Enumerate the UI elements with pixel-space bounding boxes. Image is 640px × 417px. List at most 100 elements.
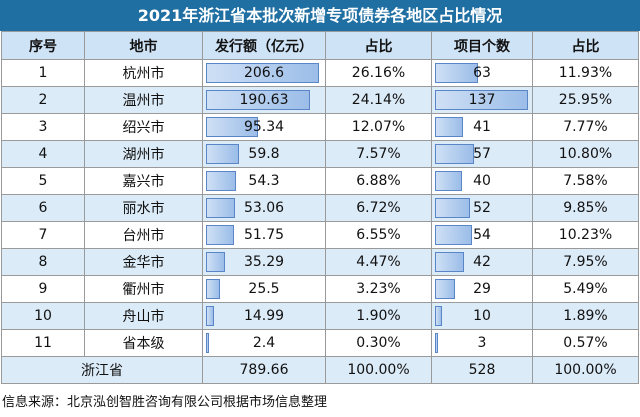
total-row: 浙江省 789.66 100.00% 528 100.00% xyxy=(1,356,639,384)
cell-projects-databar xyxy=(435,171,462,191)
cell-projects-databar xyxy=(435,90,528,110)
cell-project-share: 10.23% xyxy=(532,221,639,249)
cell-projects-value: 3 xyxy=(477,335,487,351)
header-amount: 发行额（亿元） xyxy=(202,31,326,60)
cell-amount-value: 14.99 xyxy=(243,308,285,324)
cell-amount-databar xyxy=(206,63,319,83)
cell-amount-share: 0.30% xyxy=(325,329,432,357)
table-row: 9 衢州市 25.5 3.23% 29 5.49% xyxy=(1,275,639,303)
cell-amount-databar xyxy=(206,333,209,353)
data-table: 序号 地市 发行额（亿元） 占比 项目个数 占比 1 杭州市 206.6 26.16%… xyxy=(1,31,639,384)
table-row: 5 嘉兴市 54.3 6.88% 40 7.58% xyxy=(1,167,639,195)
cell-project-share: 5.49% xyxy=(532,275,639,303)
cell-index: 2 xyxy=(1,86,85,114)
table-row: 3 绍兴市 95.34 12.07% 41 7.77% xyxy=(1,113,639,141)
cell-project-share: 1.89% xyxy=(532,302,639,330)
cell-project-share: 0.57% xyxy=(532,329,639,357)
cell-projects-value: 41 xyxy=(473,119,491,135)
cell-projects: 57 xyxy=(431,140,533,168)
cell-projects-databar xyxy=(435,225,472,245)
cell-amount: 190.63 xyxy=(202,86,326,114)
total-label: 浙江省 xyxy=(1,356,203,384)
cell-amount: 25.5 xyxy=(202,275,326,303)
cell-amount: 2.4 xyxy=(202,329,326,357)
cell-amount-value: 51.75 xyxy=(243,227,285,243)
cell-amount: 53.06 xyxy=(202,194,326,222)
table-row: 2 温州市 190.63 24.14% 137 25.95% xyxy=(1,86,639,114)
cell-projects-databar xyxy=(435,63,478,83)
cell-projects-databar xyxy=(435,144,474,164)
cell-amount-share: 6.72% xyxy=(325,194,432,222)
cell-projects: 29 xyxy=(431,275,533,303)
source-note: 信息来源：北京泓创智胜咨询有限公司根据市场信息整理 xyxy=(2,395,328,410)
table-row: 7 台州市 51.75 6.55% 54 10.23% xyxy=(1,221,639,249)
cell-projects-databar xyxy=(435,333,438,353)
cell-project-share: 7.95% xyxy=(532,248,639,276)
cell-index: 9 xyxy=(1,275,85,303)
cell-projects: 40 xyxy=(431,167,533,195)
header-row: 序号 地市 发行额（亿元） 占比 项目个数 占比 xyxy=(1,31,639,60)
cell-city: 舟山市 xyxy=(84,302,203,330)
header-amount-share: 占比 xyxy=(325,31,432,60)
cell-projects: 137 xyxy=(431,86,533,114)
cell-projects: 54 xyxy=(431,221,533,249)
cell-index: 11 xyxy=(1,329,85,357)
table-row: 8 金华市 35.29 4.47% 42 7.95% xyxy=(1,248,639,276)
cell-projects-value: 52 xyxy=(473,200,491,216)
cell-projects: 10 xyxy=(431,302,533,330)
cell-projects-value: 42 xyxy=(473,254,491,270)
cell-amount: 35.29 xyxy=(202,248,326,276)
cell-projects-databar xyxy=(435,279,455,299)
cell-projects-databar xyxy=(435,198,470,218)
cell-amount-share: 4.47% xyxy=(325,248,432,276)
cell-index: 4 xyxy=(1,140,85,168)
cell-amount-value: 25.5 xyxy=(248,281,280,297)
cell-index: 6 xyxy=(1,194,85,222)
cell-amount-databar xyxy=(206,90,310,110)
cell-amount-share: 12.07% xyxy=(325,113,432,141)
cell-amount-share: 6.55% xyxy=(325,221,432,249)
cell-projects-value: 10 xyxy=(473,308,491,324)
cell-index: 7 xyxy=(1,221,85,249)
header-city: 地市 xyxy=(84,31,203,60)
table-row: 10 舟山市 14.99 1.90% 10 1.89% xyxy=(1,302,639,330)
cell-amount-databar xyxy=(206,117,258,137)
cell-city: 台州市 xyxy=(84,221,203,249)
cell-city: 湖州市 xyxy=(84,140,203,168)
cell-amount-databar xyxy=(206,171,236,191)
cell-city: 温州市 xyxy=(84,86,203,114)
cell-index: 5 xyxy=(1,167,85,195)
cell-amount-share: 1.90% xyxy=(325,302,432,330)
cell-project-share: 7.58% xyxy=(532,167,639,195)
cell-city: 省本级 xyxy=(84,329,203,357)
cell-city: 杭州市 xyxy=(84,59,203,87)
table-row: 11 省本级 2.4 0.30% 3 0.57% xyxy=(1,329,639,357)
cell-index: 10 xyxy=(1,302,85,330)
cell-projects-value: 57 xyxy=(473,146,491,162)
cell-amount-share: 26.16% xyxy=(325,59,432,87)
cell-projects-databar xyxy=(435,252,464,272)
header-index: 序号 xyxy=(1,31,85,60)
cell-amount: 51.75 xyxy=(202,221,326,249)
cell-amount-value: 53.06 xyxy=(243,200,285,216)
cell-amount-value: 206.6 xyxy=(243,65,285,81)
table-row: 1 杭州市 206.6 26.16% 63 11.93% xyxy=(1,59,639,87)
cell-amount-databar xyxy=(206,306,214,326)
cell-projects-databar xyxy=(435,306,442,326)
cell-amount-share: 24.14% xyxy=(325,86,432,114)
cell-projects-value: 40 xyxy=(473,173,491,189)
cell-amount-value: 2.4 xyxy=(252,335,276,351)
total-amount: 789.66 xyxy=(202,356,326,384)
cell-city: 金华市 xyxy=(84,248,203,276)
table-title: 2021年浙江省本批次新增专项债券各地区占比情况 xyxy=(0,0,640,31)
cell-amount-value: 54.3 xyxy=(248,173,280,189)
cell-index: 3 xyxy=(1,113,85,141)
total-project-share: 100.00% xyxy=(532,356,639,384)
cell-project-share: 9.85% xyxy=(532,194,639,222)
cell-amount: 95.34 xyxy=(202,113,326,141)
cell-projects: 41 xyxy=(431,113,533,141)
total-projects: 528 xyxy=(431,356,533,384)
cell-amount-value: 190.63 xyxy=(239,92,289,108)
cell-amount: 206.6 xyxy=(202,59,326,87)
cell-projects-value: 63 xyxy=(473,65,491,81)
